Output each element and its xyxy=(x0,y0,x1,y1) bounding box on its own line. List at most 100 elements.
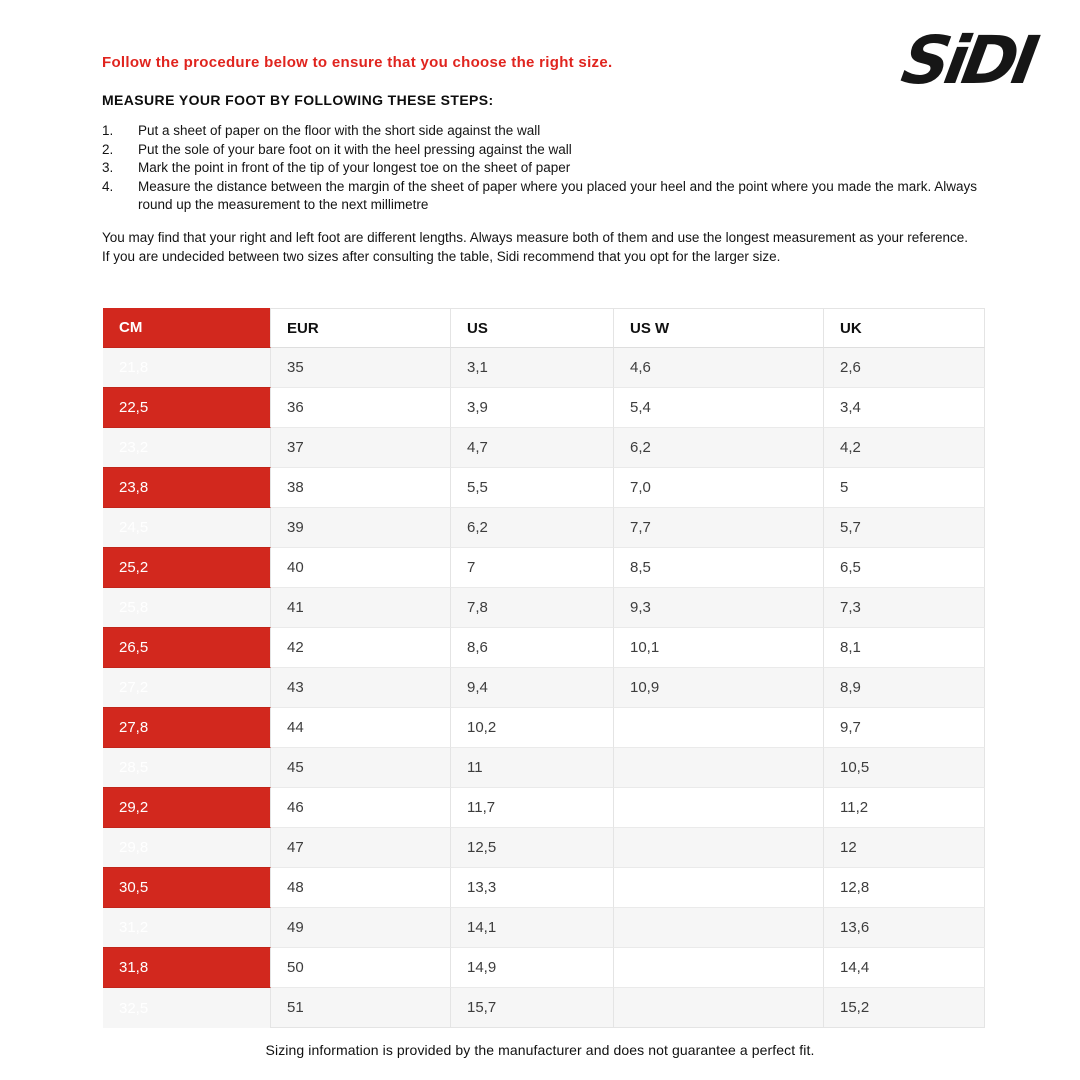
table-row: 29,8 47 12,5 12 xyxy=(103,828,985,868)
size-cell: 5,5 xyxy=(451,468,614,508)
step-text: Measure the distance between the margin … xyxy=(138,178,978,213)
size-cell xyxy=(614,908,824,948)
step-item: 3. Mark the point in front of the tip of… xyxy=(102,159,986,178)
size-cell xyxy=(614,828,824,868)
size-cell: 10,9 xyxy=(614,668,824,708)
table-row: 23,2 37 4,7 6,2 4,2 xyxy=(103,428,985,468)
size-cell xyxy=(614,988,824,1028)
size-cell: 15,2 xyxy=(824,988,985,1028)
size-cell: 8,9 xyxy=(824,668,985,708)
step-item: 2. Put the sole of your bare foot on it … xyxy=(102,141,986,160)
size-cell: 50 xyxy=(271,948,451,988)
cm-cell: 29,2 xyxy=(103,788,271,828)
note-line-1: You may find that your right and left fo… xyxy=(102,230,969,245)
col-header-uk: UK xyxy=(824,308,985,348)
size-cell xyxy=(614,868,824,908)
table-row: 24,5 39 6,2 7,7 5,7 xyxy=(103,508,985,548)
table-row: 31,2 49 14,1 13,6 xyxy=(103,908,985,948)
size-cell: 47 xyxy=(271,828,451,868)
size-cell xyxy=(614,788,824,828)
size-cell: 11 xyxy=(451,748,614,788)
size-cell: 7 xyxy=(451,548,614,588)
size-cell: 9,3 xyxy=(614,588,824,628)
table-row: 31,8 50 14,9 14,4 xyxy=(103,948,985,988)
table-row: 26,5 42 8,6 10,1 8,1 xyxy=(103,628,985,668)
size-cell: 3,9 xyxy=(451,388,614,428)
size-cell: 41 xyxy=(271,588,451,628)
size-cell: 14,9 xyxy=(451,948,614,988)
cm-cell: 27,8 xyxy=(103,708,271,748)
cm-cell: 25,2 xyxy=(103,548,271,588)
cm-cell: 32,5 xyxy=(103,988,271,1028)
size-cell: 4,7 xyxy=(451,428,614,468)
size-cell: 12 xyxy=(824,828,985,868)
step-number: 1. xyxy=(102,123,114,138)
col-header-eur: EUR xyxy=(271,308,451,348)
table-row: 29,2 46 11,7 11,2 xyxy=(103,788,985,828)
size-cell: 49 xyxy=(271,908,451,948)
cm-cell: 27,2 xyxy=(103,668,271,708)
size-cell: 48 xyxy=(271,868,451,908)
size-cell: 8,6 xyxy=(451,628,614,668)
size-cell: 13,3 xyxy=(451,868,614,908)
size-table-body: 21,8 35 3,1 4,6 2,6 22,5 36 3,9 5,4 3,4 23,2 37 4,7 6… xyxy=(103,348,985,1028)
size-cell: 43 xyxy=(271,668,451,708)
col-header-usw: US W xyxy=(614,308,824,348)
size-cell: 46 xyxy=(271,788,451,828)
col-header-us: US xyxy=(451,308,614,348)
step-number: 4. xyxy=(102,178,114,194)
size-table-wrap: CM EUR US US W UK 21,8 35 3,1 4,6 2,6 22,5 36 3… xyxy=(103,308,985,1028)
step-text: Put the sole of your bare foot on it wit… xyxy=(138,141,572,157)
table-row: 27,2 43 9,4 10,9 8,9 xyxy=(103,668,985,708)
size-cell: 11,7 xyxy=(451,788,614,828)
col-header-cm: CM xyxy=(103,308,271,348)
cm-cell: 23,2 xyxy=(103,428,271,468)
size-table: CM EUR US US W UK 21,8 35 3,1 4,6 2,6 22,5 36 3… xyxy=(103,308,985,1028)
table-row: 30,5 48 13,3 12,8 xyxy=(103,868,985,908)
size-cell xyxy=(614,708,824,748)
intro-red-text: Follow the procedure below to ensure tha… xyxy=(102,54,613,71)
table-row: 27,8 44 10,2 9,7 xyxy=(103,708,985,748)
size-cell: 11,2 xyxy=(824,788,985,828)
table-row: 22,5 36 3,9 5,4 3,4 xyxy=(103,388,985,428)
size-cell xyxy=(614,948,824,988)
table-row: 25,8 41 7,8 9,3 7,3 xyxy=(103,588,985,628)
cm-cell: 24,5 xyxy=(103,508,271,548)
size-cell: 35 xyxy=(271,348,451,388)
notes: You may find that your right and left fo… xyxy=(102,229,986,267)
size-cell: 5 xyxy=(824,468,985,508)
size-cell: 38 xyxy=(271,468,451,508)
step-number: 2. xyxy=(102,141,114,157)
step-text: Mark the point in front of the tip of yo… xyxy=(138,160,571,175)
note-line-2: If you are undecided between two sizes a… xyxy=(102,248,781,264)
size-cell: 10,1 xyxy=(614,628,824,668)
size-cell: 7,3 xyxy=(824,588,985,628)
size-cell: 5,4 xyxy=(614,388,824,428)
size-cell: 12,8 xyxy=(824,868,985,908)
size-cell: 3,1 xyxy=(451,348,614,388)
size-cell: 15,7 xyxy=(451,988,614,1028)
size-cell: 2,6 xyxy=(824,348,985,388)
cm-cell: 30,5 xyxy=(103,868,271,908)
table-row: 23,8 38 5,5 7,0 5 xyxy=(103,468,985,508)
table-row: 28,5 45 11 10,5 xyxy=(103,748,985,788)
size-cell: 12,5 xyxy=(451,828,614,868)
size-cell: 44 xyxy=(271,708,451,748)
size-cell: 5,7 xyxy=(824,508,985,548)
cm-cell: 29,8 xyxy=(103,828,271,868)
sidi-logo: SiDI xyxy=(895,22,1039,99)
size-cell: 7,7 xyxy=(614,508,824,548)
size-cell: 13,6 xyxy=(824,908,985,948)
size-cell: 10,2 xyxy=(451,708,614,748)
size-cell: 14,4 xyxy=(824,948,985,988)
size-cell: 42 xyxy=(271,628,451,668)
cm-cell: 22,5 xyxy=(103,388,271,428)
size-cell: 39 xyxy=(271,508,451,548)
table-row: 25,2 40 7 8,5 6,5 xyxy=(103,548,985,588)
size-cell: 36 xyxy=(271,388,451,428)
disclaimer: Sizing information is provided by the ma… xyxy=(265,1042,815,1058)
step-item: 4. Measure the distance between the marg… xyxy=(102,178,986,215)
size-cell: 7,8 xyxy=(451,588,614,628)
measure-heading: MEASURE YOUR FOOT BY FOLLOWING THESE STE… xyxy=(102,92,494,108)
